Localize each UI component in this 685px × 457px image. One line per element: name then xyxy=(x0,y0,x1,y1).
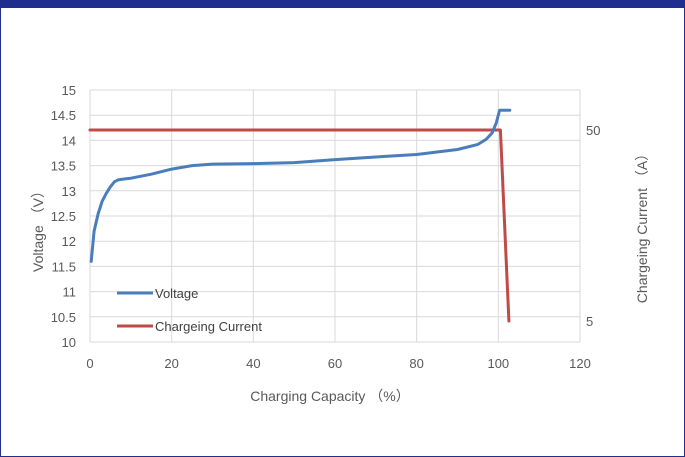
series-line-chargeing-current xyxy=(88,128,511,323)
y-tick-label: 13 xyxy=(62,184,76,199)
y-tick-label: 10 xyxy=(62,335,76,350)
series-lines xyxy=(88,108,512,323)
x-tick-label: 80 xyxy=(409,356,423,371)
y-tick-label: 12.5 xyxy=(51,209,76,224)
y-tick-label: 12 xyxy=(62,234,76,249)
y2-axis-title: Chargeing Current （A） xyxy=(634,147,650,303)
x-tick-label: 20 xyxy=(164,356,178,371)
y-tick-label: 14 xyxy=(62,133,76,148)
legend-label-current: Chargeing Current xyxy=(155,319,262,334)
x-tick-label: 0 xyxy=(86,356,93,371)
y-axis-tick-labels: 10 10.5 11 11.5 12 12.5 13 13.5 14 14.5 15 xyxy=(51,83,76,350)
x-axis-title: Charging Capacity （%） xyxy=(250,388,410,404)
y2-tick-label: 50 xyxy=(586,123,600,138)
x-tick-label: 40 xyxy=(246,356,260,371)
y-tick-label: 15 xyxy=(62,83,76,98)
legend: Voltage Chargeing Current xyxy=(117,286,262,334)
header-bar xyxy=(1,1,684,8)
y-tick-label: 13.5 xyxy=(51,159,76,174)
y-tick-label: 11 xyxy=(63,285,77,300)
x-tick-label: 100 xyxy=(487,356,509,371)
x-axis-tick-labels: 0 20 40 60 80 100 120 xyxy=(86,356,590,371)
y-tick-label: 14.5 xyxy=(51,108,76,123)
y-axis-title: Voltage （V） xyxy=(30,184,46,272)
series-line-voltage xyxy=(89,108,512,263)
y-tick-label: 10.5 xyxy=(51,310,76,325)
x-tick-label: 60 xyxy=(328,356,342,371)
gridlines xyxy=(89,89,581,343)
y-tick-label: 11.5 xyxy=(52,259,76,274)
legend-label-voltage: Voltage xyxy=(155,286,198,301)
x-tick-label: 120 xyxy=(569,356,591,371)
y2-axis-tick-labels: 50 5 xyxy=(586,123,600,329)
y2-tick-label: 5 xyxy=(586,314,593,329)
